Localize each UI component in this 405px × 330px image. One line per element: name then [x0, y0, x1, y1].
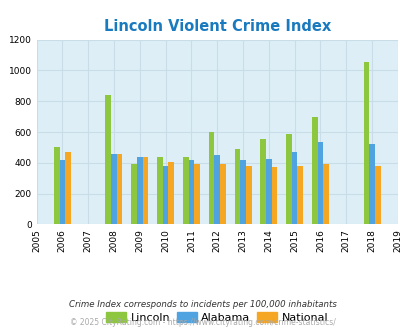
Bar — [117, 154, 122, 224]
Bar — [194, 164, 199, 224]
Bar — [234, 149, 240, 224]
Bar — [162, 166, 168, 224]
Bar — [368, 144, 374, 224]
Bar — [214, 155, 220, 224]
Bar — [286, 134, 291, 224]
Bar — [374, 166, 379, 224]
Bar — [317, 142, 322, 224]
Bar — [220, 164, 225, 224]
Bar — [260, 139, 265, 224]
Text: © 2025 CityRating.com - https://www.cityrating.com/crime-statistics/: © 2025 CityRating.com - https://www.city… — [70, 318, 335, 327]
Bar — [245, 166, 251, 224]
Bar — [265, 159, 271, 224]
Bar — [297, 166, 303, 224]
Bar — [311, 116, 317, 224]
Title: Lincoln Violent Crime Index: Lincoln Violent Crime Index — [103, 19, 330, 34]
Bar — [208, 132, 214, 224]
Bar — [142, 157, 148, 224]
Bar — [240, 160, 245, 224]
Bar — [65, 152, 71, 224]
Bar — [188, 160, 194, 224]
Bar — [362, 62, 368, 224]
Bar — [168, 162, 174, 224]
Bar — [136, 157, 142, 224]
Bar — [111, 154, 117, 224]
Bar — [131, 164, 136, 224]
Bar — [105, 95, 111, 224]
Bar — [157, 157, 162, 224]
Bar — [54, 147, 60, 224]
Bar — [60, 160, 65, 224]
Bar — [322, 164, 328, 224]
Legend: Lincoln, Alabama, National: Lincoln, Alabama, National — [101, 308, 332, 327]
Bar — [291, 152, 297, 224]
Bar — [182, 157, 188, 224]
Text: Crime Index corresponds to incidents per 100,000 inhabitants: Crime Index corresponds to incidents per… — [69, 300, 336, 309]
Bar — [271, 167, 277, 224]
